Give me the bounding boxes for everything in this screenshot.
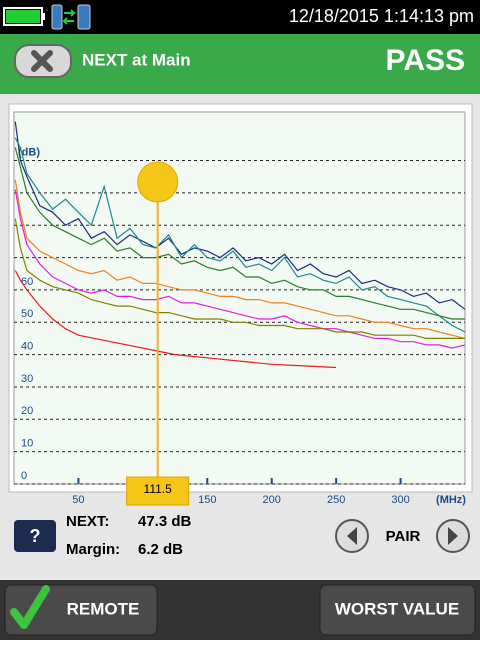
datetime: 12/18/2015 1:14:13 pm <box>289 6 474 26</box>
margin-value: 6.2 dB <box>138 541 183 558</box>
next-label: NEXT: <box>66 513 109 530</box>
pass-check <box>10 585 50 629</box>
pair-label: PAIR <box>386 528 421 545</box>
limit-line <box>14 270 337 369</box>
y-tick-label: 30 <box>21 373 33 385</box>
next-arrow <box>448 527 458 545</box>
y-tick-label: 50 <box>21 308 33 320</box>
trace <box>14 179 466 339</box>
header <box>0 34 480 94</box>
trace <box>14 189 466 349</box>
remote-label: REMOTE <box>67 599 140 618</box>
cursor-label-box <box>126 476 190 506</box>
y-tick-label: 20 <box>21 405 33 417</box>
battery-tip <box>42 13 45 20</box>
header-title: NEXT at Main <box>82 50 191 69</box>
battery-level <box>6 10 40 23</box>
remote-icon <box>77 4 91 30</box>
y-tick-label: 10 <box>21 438 33 450</box>
cursor-label: 111.5 <box>144 482 173 496</box>
test-status: PASS <box>386 44 465 77</box>
x-tick-label: 250 <box>327 494 345 506</box>
y-tick-label: 0 <box>21 470 27 482</box>
device-icon <box>51 4 63 30</box>
worst-value-label: WORST VALUE <box>335 599 459 618</box>
trace <box>14 137 466 333</box>
trace <box>14 121 466 310</box>
next-value: 47.3 dB <box>138 513 192 530</box>
y-tick-label: 40 <box>21 341 33 353</box>
help-label: ? <box>30 526 41 546</box>
x-tick-label: 200 <box>263 494 281 506</box>
worst-value-button[interactable] <box>319 584 476 636</box>
x-tick-label: 150 <box>198 494 216 506</box>
help-button[interactable] <box>14 520 56 552</box>
back-icon <box>31 50 53 72</box>
x-unit: (MHz) <box>436 494 466 506</box>
link-icon <box>62 9 76 25</box>
x-tick-label: 300 <box>391 494 409 506</box>
prev-arrow <box>347 527 357 545</box>
cursor-handle <box>137 161 179 203</box>
x-tick-label: 50 <box>72 494 84 506</box>
y-tick-label: 60 <box>21 276 33 288</box>
chart: 0102030405060(dB)50100150200250300(MHz)1… <box>14 121 466 506</box>
trace <box>14 147 465 320</box>
margin-label: Margin: <box>66 541 120 558</box>
y-unit: (dB) <box>18 146 40 158</box>
trace <box>14 218 465 339</box>
